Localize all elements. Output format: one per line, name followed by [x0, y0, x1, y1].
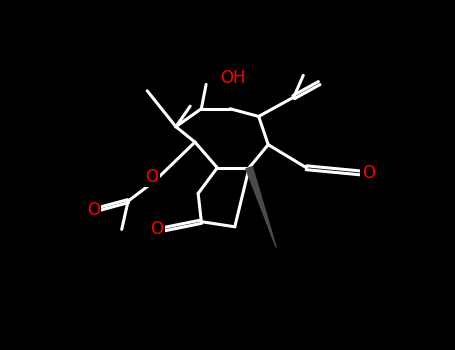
Text: OH: OH — [220, 69, 246, 87]
Text: O: O — [87, 201, 100, 219]
Text: O: O — [146, 168, 159, 186]
Polygon shape — [246, 167, 276, 247]
Text: O: O — [362, 164, 375, 182]
Text: O: O — [151, 220, 163, 238]
